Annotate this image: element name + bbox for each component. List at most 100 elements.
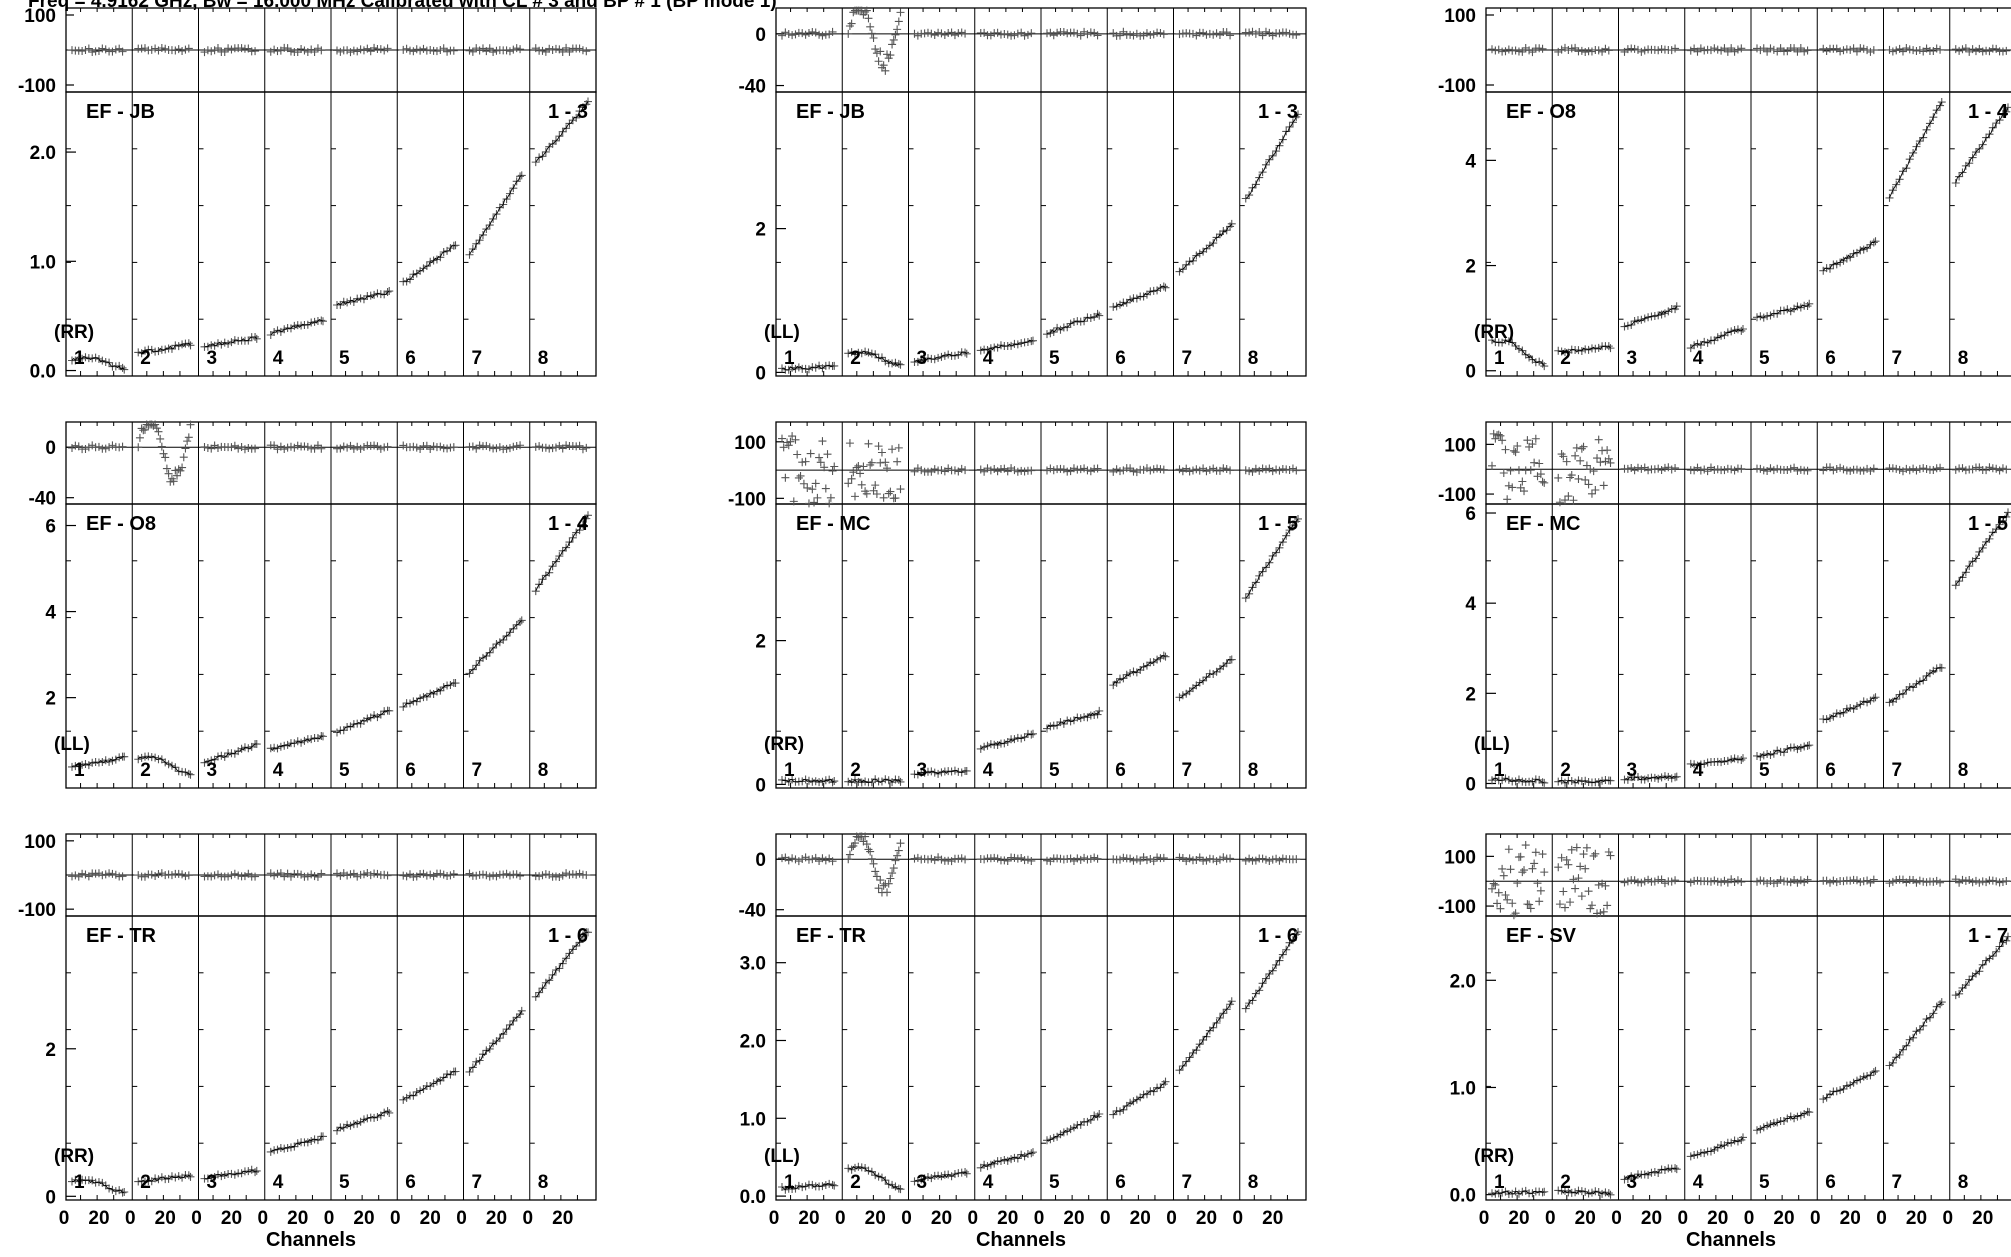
phase-marker	[575, 869, 584, 878]
phase-marker	[1696, 466, 1705, 475]
phase-marker	[161, 871, 170, 880]
phase-marker	[1520, 866, 1529, 875]
if-label: 1	[74, 348, 85, 369]
x-tick-label: 0	[835, 1208, 846, 1229]
phase-marker	[1509, 911, 1518, 920]
phase-marker	[156, 434, 165, 443]
phase-frame	[1485, 421, 2011, 505]
phase-marker	[151, 44, 160, 53]
phase-marker	[954, 29, 963, 38]
phase-marker	[847, 19, 856, 28]
phase-marker	[380, 870, 389, 879]
amplitude-marker	[531, 158, 540, 167]
phase-marker	[891, 494, 900, 503]
phase-marker	[157, 869, 166, 878]
phase-marker	[1503, 895, 1512, 904]
phase-marker	[1268, 855, 1277, 864]
phase-marker	[416, 46, 425, 55]
phase-marker	[1859, 44, 1868, 53]
x-tick-label: 0	[1876, 1208, 1887, 1229]
if-label: 5	[339, 760, 350, 781]
phase-marker	[94, 869, 103, 878]
amplitude-marker	[1620, 322, 1629, 331]
phase-marker	[1604, 454, 1613, 463]
panel-efo8-rr: 100 -100 4 2 01 2 3 4 5 6 7 8 EF - O8 1 - 4 (RR)	[1438, 6, 2011, 383]
phase-marker	[810, 498, 819, 507]
amplitude-marker	[200, 758, 209, 767]
phase-marker	[1637, 47, 1646, 56]
amplitude-marker	[1885, 193, 1894, 202]
phase-marker	[1226, 466, 1235, 475]
amplitude-trace	[1245, 114, 1299, 199]
phase-marker	[893, 25, 902, 34]
phase-marker	[376, 444, 385, 453]
phase-marker	[1912, 878, 1921, 887]
phase-marker	[310, 872, 319, 881]
phase-marker	[366, 871, 375, 880]
amplitude-marker	[844, 1164, 853, 1173]
phase-marker	[1506, 466, 1515, 475]
polarization-label: (LL)	[1474, 734, 1510, 755]
phase-marker	[161, 44, 170, 53]
pair-label: 1 - 6	[1258, 925, 1298, 947]
phase-marker	[1800, 47, 1809, 56]
phase-marker	[1059, 27, 1068, 36]
x-tick-label: 0	[59, 1208, 70, 1229]
if-label: 6	[405, 1172, 416, 1193]
phase-marker	[976, 465, 985, 474]
amplitude-trace	[204, 743, 257, 764]
x-tick-label: 20	[1508, 1208, 1529, 1229]
amplitude-tick-label: 0	[1465, 362, 1476, 383]
phase-marker	[1671, 44, 1680, 53]
phase-marker	[1564, 492, 1573, 501]
phase-marker	[1773, 47, 1782, 56]
phase-tick-label: 100	[1444, 435, 1476, 456]
phase-marker	[923, 28, 932, 37]
polarization-label: (RR)	[1474, 1146, 1514, 1167]
phase-marker	[333, 46, 341, 55]
phase-marker	[804, 499, 813, 508]
phase-marker	[1261, 465, 1270, 474]
phase-marker	[1703, 467, 1712, 476]
phase-marker	[1574, 474, 1583, 483]
phase-marker	[105, 869, 114, 878]
phase-marker	[512, 44, 521, 53]
phase-tick-label: 0	[45, 438, 56, 459]
if-label: 5	[339, 1172, 350, 1193]
phase-marker	[859, 462, 868, 471]
phase-marker	[986, 466, 995, 475]
phase-tick-label: 100	[24, 6, 56, 27]
phase-marker	[1153, 853, 1162, 862]
phase-marker	[1693, 47, 1702, 56]
phase-marker	[1562, 457, 1571, 466]
phase-marker	[854, 833, 863, 842]
x-tick-label: 0	[257, 1208, 268, 1229]
phase-marker	[356, 870, 365, 879]
x-tick-label: 20	[1641, 1208, 1662, 1229]
phase-marker	[237, 44, 246, 53]
phase-marker	[1069, 464, 1078, 473]
if-label: 8	[1958, 760, 1969, 781]
phase-marker	[509, 442, 518, 451]
phase-marker	[1129, 31, 1138, 40]
phase-marker	[582, 443, 591, 452]
if-label: 4	[1693, 348, 1704, 369]
phase-marker	[1869, 46, 1878, 55]
phase-marker	[1491, 46, 1500, 55]
phase-marker	[1533, 472, 1542, 481]
amplitude-tick-label: 4	[1465, 594, 1476, 615]
phase-marker	[950, 31, 959, 40]
if-label: 6	[1115, 1172, 1126, 1193]
phase-marker	[876, 876, 885, 885]
phase-marker	[1596, 458, 1605, 467]
amplitude-trace	[336, 710, 390, 733]
phase-marker	[803, 483, 812, 492]
amplitude-marker	[1161, 652, 1170, 661]
panel-efsv-rr: 100 -100 2.0 1.0 0.0 1 2 3 4 5 6 7 8 EF - SV 1 - 7 (RR)…	[1438, 833, 2011, 1251]
phase-marker	[818, 437, 827, 446]
amplitude-marker	[844, 349, 853, 358]
phase-marker	[1783, 466, 1792, 475]
pair-label: 1 - 5	[1968, 513, 2008, 535]
phase-marker	[1671, 463, 1680, 472]
amplitude-trace	[1245, 518, 1299, 599]
